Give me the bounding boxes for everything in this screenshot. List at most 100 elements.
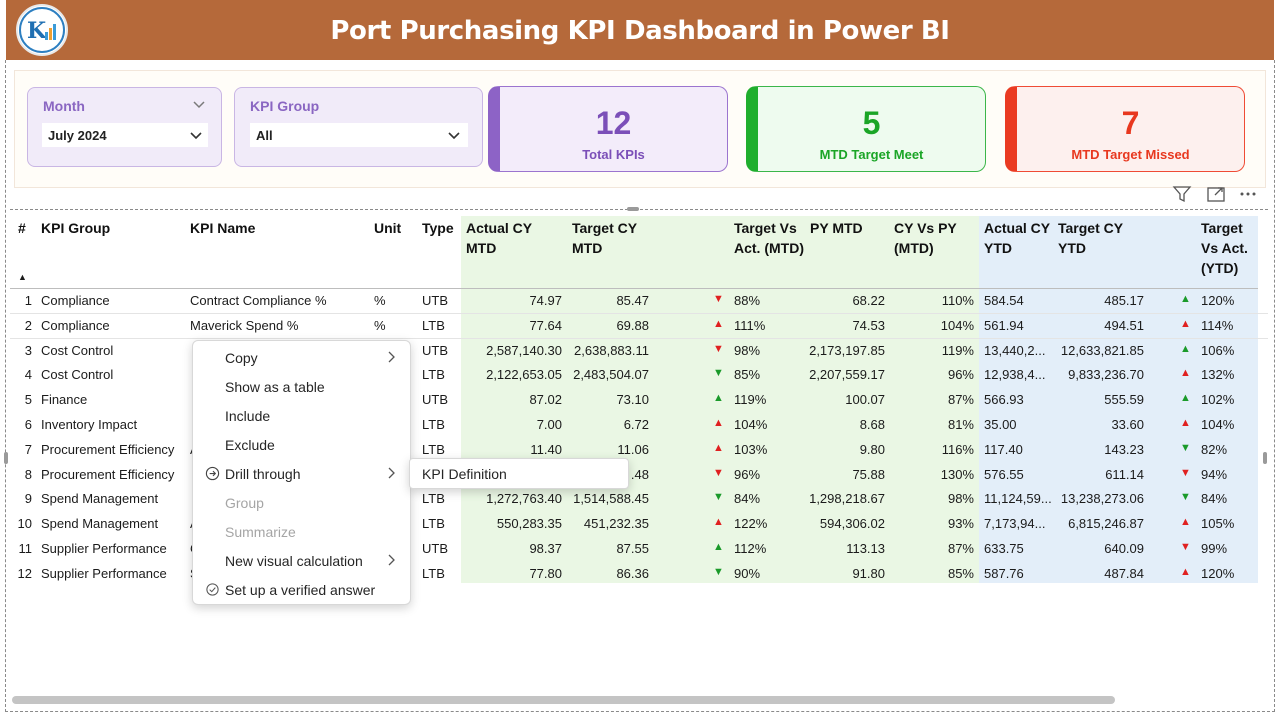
cell-num: 2 — [24, 317, 32, 333]
horizontal-scrollbar[interactable] — [12, 696, 1115, 704]
menu-item-show-as-a-table[interactable]: Show as a table — [193, 372, 410, 401]
col-header-cy-vs-py-mtd[interactable]: CY Vs PY (MTD) — [894, 220, 957, 256]
cell-actual-cy-mtd: 74.97 — [529, 293, 562, 308]
logo-icon: K — [16, 4, 68, 56]
arrow-up-red-icon: ▲ — [713, 317, 724, 330]
focus-mode-icon[interactable] — [1206, 184, 1226, 204]
month-dropdown-value: July 2024 — [48, 128, 107, 143]
cell-target-vs-act-mtd: 88% — [734, 293, 761, 308]
cell-target-vs-act-mtd: 84% — [734, 491, 761, 507]
cell-kpi-group: Spend Management — [41, 491, 159, 507]
cell-target-vs-act-mtd: 90% — [734, 565, 761, 581]
col-header-kpi-group[interactable]: KPI Group — [41, 220, 111, 236]
cell-py-mtd: 100.07 — [845, 392, 885, 408]
month-dropdown[interactable]: July 2024 — [42, 123, 208, 147]
menu-item-set-up-a-verified-answer[interactable]: Set up a verified answer — [193, 575, 410, 604]
cell-target-cy-ytd: 12,633,821.85 — [1060, 342, 1144, 358]
cell-kpi-group: Procurement Efficiency — [41, 466, 175, 482]
resize-handle[interactable] — [4, 452, 8, 464]
cell-cy-vs-py-mtd: 87% — [947, 392, 974, 408]
table-row[interactable]: 6 Inventory Impact LTB 7.00 6.72 104% 8.68 81% 3… — [10, 413, 1268, 438]
arrow-down-red-icon: ▼ — [1180, 466, 1191, 479]
arrow-up-green-icon: ▲ — [713, 541, 724, 553]
table-row[interactable]: 5 Finance UTB 87.02 73.10 119% 100.07 87% 566.93… — [10, 388, 1268, 413]
col-header-unit[interactable]: Unit — [374, 220, 402, 236]
cell-target-vs-act-ytd: 82% — [1201, 441, 1228, 457]
report-canvas-border — [5, 60, 1275, 712]
col-header-actual-cy-ytd[interactable]: Actual CY YTD — [984, 220, 1050, 256]
menu-item-label: Drill through — [225, 466, 301, 482]
arrow-up-red-icon: ▲ — [1180, 367, 1191, 380]
chevron-down-icon[interactable] — [446, 127, 462, 143]
col-header-target-cy-ytd[interactable]: Target CY YTD — [1058, 220, 1123, 256]
resize-handle[interactable] — [1263, 452, 1267, 464]
menu-item-copy[interactable]: Copy — [193, 343, 410, 372]
col-header-num[interactable]: # — [18, 220, 26, 236]
month-slicer-title: Month — [43, 98, 85, 114]
cell-kpi-group: Cost Control — [41, 367, 114, 383]
col-header-type[interactable]: Type — [422, 220, 454, 236]
more-options-icon[interactable] — [1238, 184, 1258, 204]
cell-target-cy-ytd: 6,815,246.87 — [1068, 516, 1144, 532]
cell-target-vs-act-ytd: 132% — [1201, 367, 1235, 383]
cell-py-mtd: 1,298,218.67 — [809, 491, 885, 507]
col-header-py-mtd[interactable]: PY MTD — [810, 220, 863, 236]
kpi-group-dropdown[interactable]: All — [250, 123, 468, 147]
cell-target-cy-mtd: 85.47 — [616, 293, 649, 308]
cell-kpi-group: Finance — [41, 392, 88, 408]
cell-target-cy-ytd: 555.59 — [1104, 392, 1144, 408]
menu-item-kpi-definition[interactable]: KPI Definition — [422, 466, 507, 482]
cell-type: UTB — [422, 541, 448, 556]
menu-item-new-visual-calculation[interactable]: New visual calculation — [193, 546, 410, 575]
cell-target-cy-ytd: 143.23 — [1104, 441, 1144, 457]
cell-type: UTB — [422, 342, 448, 358]
cell-actual-cy-ytd: 7,173,94... — [984, 516, 1046, 532]
menu-item-drill-through[interactable]: Drill through — [193, 459, 410, 488]
cell-actual-cy-ytd: 117.40 — [984, 441, 1023, 457]
col-header-target-cy-mtd[interactable]: Target CY MTD — [572, 220, 637, 256]
chevron-down-icon[interactable] — [191, 96, 207, 112]
table-row[interactable]: 9 Spend Management LTB 1,272,763.40 1,514,58… — [10, 487, 1268, 512]
table-row[interactable]: 1 Compliance Contract Compliance %% UTB 74.9… — [10, 289, 1268, 314]
mtd-target-meet-value: 5 — [862, 105, 881, 141]
cell-num: 8 — [24, 466, 32, 482]
cell-target-vs-act-ytd: 84% — [1201, 491, 1228, 507]
cell-cy-vs-py-mtd: 110% — [941, 293, 974, 308]
menu-item-exclude[interactable]: Exclude — [193, 430, 410, 459]
cell-actual-cy-ytd: 561.94 — [984, 317, 1024, 333]
sort-ascending-icon[interactable]: ▲ — [18, 272, 27, 282]
cell-kpi-group: Procurement Efficiency — [41, 441, 175, 457]
cell-target-cy-ytd: 13,238,273.06 — [1060, 491, 1144, 507]
cell-target-vs-act-ytd: 114% — [1201, 317, 1234, 333]
chevron-down-icon[interactable] — [188, 127, 204, 143]
table-row[interactable]: 3 Cost Control UTB 2,587,140.30 2,638,883.11… — [10, 339, 1268, 364]
col-header-target-vs-act-mtd[interactable]: Target Vs Act. (MTD) — [734, 220, 804, 256]
cell-kpi-group: Supplier Performance — [41, 541, 167, 556]
cell-cy-vs-py-mtd: 119% — [941, 342, 974, 358]
col-header-actual-cy-mtd[interactable]: Actual CY MTD — [466, 220, 532, 256]
table-row[interactable]: 4 Cost Control LTB 2,122,653.05 2,483,504.07… — [10, 363, 1268, 388]
menu-item-include[interactable]: Include — [193, 401, 410, 430]
arrow-down-red-icon: ▼ — [713, 293, 724, 305]
cell-target-cy-mtd: 11.06 — [617, 441, 649, 457]
cell-target-vs-act-ytd: 94% — [1201, 466, 1228, 482]
table-row[interactable]: 2 Compliance Maverick Spend %% LTB 77.64 69.8… — [10, 314, 1268, 339]
filter-icon[interactable] — [1172, 184, 1192, 204]
cell-target-cy-mtd: 73.10 — [616, 392, 649, 408]
menu-item-summarize: Summarize — [193, 517, 410, 546]
cell-actual-cy-mtd: 77.80 — [529, 565, 562, 581]
cell-py-mtd: 2,207,559.17 — [809, 367, 885, 383]
arrow-down-green-icon: ▼ — [713, 367, 724, 380]
kpi-group-dropdown-value: All — [256, 128, 273, 143]
context-menu: Copy Show as a table Include Exclude Drill t… — [192, 340, 411, 605]
col-header-target-vs-act-ytd[interactable]: Target Vs Act. (YTD) — [1201, 220, 1248, 276]
menu-item-label: Include — [225, 408, 271, 424]
cell-actual-cy-mtd: 87.02 — [529, 392, 562, 408]
header-divider — [10, 288, 1258, 289]
cell-actual-cy-mtd: 2,122,653.05 — [486, 367, 562, 383]
col-header-kpi-name[interactable]: KPI Name — [190, 220, 256, 236]
resize-handle[interactable] — [627, 207, 639, 211]
